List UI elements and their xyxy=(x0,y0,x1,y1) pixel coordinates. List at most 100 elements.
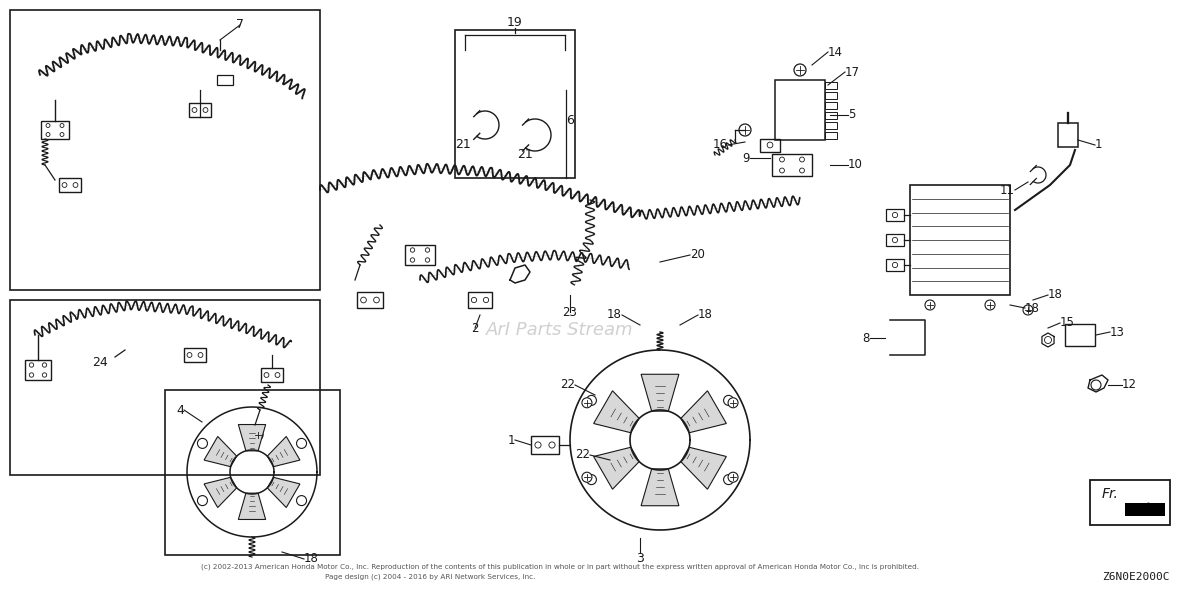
Circle shape xyxy=(197,496,208,506)
Circle shape xyxy=(586,395,596,405)
Text: 18: 18 xyxy=(699,309,713,322)
Circle shape xyxy=(582,398,592,408)
Text: Z6N0E2000C: Z6N0E2000C xyxy=(1102,572,1171,582)
Bar xyxy=(886,259,904,271)
Text: 1: 1 xyxy=(507,434,514,447)
Circle shape xyxy=(1023,305,1032,315)
Circle shape xyxy=(60,123,64,127)
Bar xyxy=(455,30,575,178)
Circle shape xyxy=(30,363,34,367)
Bar xyxy=(9,300,320,475)
Circle shape xyxy=(60,133,64,136)
Bar xyxy=(1090,480,1171,525)
Circle shape xyxy=(275,372,280,378)
Text: Fr.: Fr. xyxy=(1102,487,1119,500)
Circle shape xyxy=(203,107,208,113)
Circle shape xyxy=(535,442,542,448)
Circle shape xyxy=(985,300,995,310)
Polygon shape xyxy=(238,425,266,451)
Text: 9: 9 xyxy=(742,152,750,165)
Bar xyxy=(825,101,837,109)
Bar xyxy=(59,178,81,192)
Polygon shape xyxy=(268,477,300,507)
Circle shape xyxy=(361,297,366,303)
Text: 13: 13 xyxy=(1110,326,1125,339)
Text: 19: 19 xyxy=(507,15,523,28)
Bar xyxy=(825,132,837,139)
Text: 18: 18 xyxy=(1048,289,1063,301)
Circle shape xyxy=(374,297,379,303)
Circle shape xyxy=(484,297,489,303)
Circle shape xyxy=(73,182,78,188)
Text: 3: 3 xyxy=(636,552,644,565)
Circle shape xyxy=(723,474,734,484)
Circle shape xyxy=(411,248,414,252)
Circle shape xyxy=(264,372,269,378)
Circle shape xyxy=(42,363,47,367)
Polygon shape xyxy=(204,437,237,467)
Circle shape xyxy=(780,168,785,173)
Bar xyxy=(1125,503,1165,516)
Text: 18: 18 xyxy=(608,309,622,322)
Circle shape xyxy=(425,248,430,252)
Bar xyxy=(760,139,780,152)
Bar xyxy=(261,368,283,382)
Circle shape xyxy=(739,124,750,136)
Polygon shape xyxy=(594,391,640,432)
Circle shape xyxy=(253,430,263,440)
Text: 4: 4 xyxy=(176,404,184,417)
Circle shape xyxy=(296,438,307,448)
Circle shape xyxy=(63,182,67,188)
Circle shape xyxy=(723,395,734,405)
Bar xyxy=(468,292,492,308)
Bar xyxy=(41,121,68,139)
Circle shape xyxy=(794,64,806,76)
Circle shape xyxy=(582,472,592,482)
Circle shape xyxy=(30,373,34,377)
Text: 18: 18 xyxy=(1025,301,1040,314)
Polygon shape xyxy=(594,447,640,489)
Text: 21: 21 xyxy=(517,149,533,162)
Text: 1: 1 xyxy=(1095,139,1102,152)
Text: (c) 2002-2013 American Honda Motor Co., Inc. Reproduction of the contents of thi: (c) 2002-2013 American Honda Motor Co., … xyxy=(201,564,919,571)
Polygon shape xyxy=(238,493,266,519)
Circle shape xyxy=(425,258,430,262)
Circle shape xyxy=(46,133,50,136)
Circle shape xyxy=(892,263,898,268)
Circle shape xyxy=(192,107,197,113)
Text: 23: 23 xyxy=(563,306,577,319)
Text: 8: 8 xyxy=(863,332,870,345)
Bar xyxy=(358,292,384,308)
Circle shape xyxy=(46,123,50,127)
Bar xyxy=(772,154,812,176)
Bar xyxy=(886,234,904,246)
Text: 20: 20 xyxy=(690,248,704,261)
Circle shape xyxy=(800,168,805,173)
Bar xyxy=(1066,324,1095,346)
Circle shape xyxy=(471,297,477,303)
Text: 22: 22 xyxy=(560,379,575,392)
Text: 22: 22 xyxy=(575,448,590,461)
Circle shape xyxy=(780,157,785,162)
Polygon shape xyxy=(641,469,678,506)
Bar xyxy=(825,112,837,119)
Circle shape xyxy=(296,496,307,506)
Text: Page design (c) 2004 - 2016 by ARI Network Services, Inc.: Page design (c) 2004 - 2016 by ARI Netwo… xyxy=(324,573,536,580)
Circle shape xyxy=(728,398,738,408)
Circle shape xyxy=(767,142,773,148)
Text: 17: 17 xyxy=(845,65,860,78)
Text: 14: 14 xyxy=(828,45,843,58)
Bar xyxy=(9,10,320,290)
Circle shape xyxy=(586,474,596,484)
Circle shape xyxy=(925,300,935,310)
Bar xyxy=(910,185,1010,295)
Circle shape xyxy=(42,373,47,377)
Text: 7: 7 xyxy=(236,18,244,31)
Text: 12: 12 xyxy=(1122,379,1138,392)
Bar xyxy=(531,436,559,454)
Bar xyxy=(825,91,837,99)
Circle shape xyxy=(1044,336,1051,343)
Circle shape xyxy=(892,212,898,218)
Polygon shape xyxy=(681,447,727,489)
Bar xyxy=(405,245,435,265)
